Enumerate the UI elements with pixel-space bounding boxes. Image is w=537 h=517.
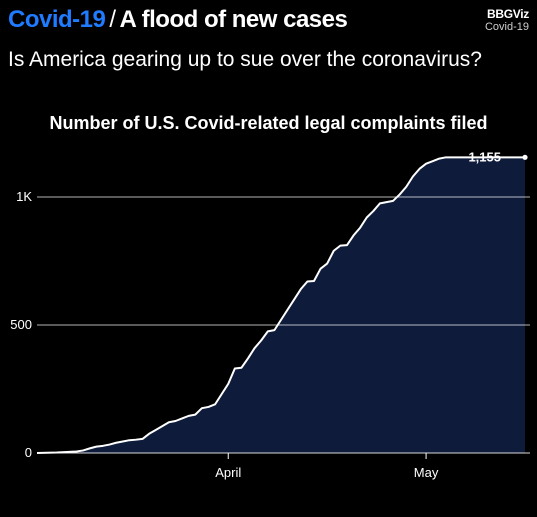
series-area	[37, 157, 525, 453]
x-tick-label-april: April	[215, 465, 241, 480]
end-point-marker	[522, 154, 528, 160]
brand-section: Covid-19	[484, 21, 529, 33]
y-tick-label-500: 500	[10, 317, 32, 332]
series-line	[36, 156, 525, 454]
y-tick-label-1k: 1K	[16, 189, 32, 204]
topic-label: Covid-19	[8, 6, 106, 33]
headline-title: A flood of new cases	[119, 6, 348, 33]
brand-name: BBGViz	[487, 7, 529, 21]
headline: Covid-19/A flood of new cases	[8, 6, 348, 34]
chart-title: Number of U.S. Covid-related legal compl…	[49, 113, 488, 133]
question-subtitle: Is America gearing up to sue over the co…	[8, 48, 482, 71]
y-tick-label-0: 0	[25, 445, 32, 460]
x-tick-label-may: May	[414, 465, 439, 480]
brand-mark: BBGViz Covid-19	[485, 8, 529, 34]
headline-separator: /	[109, 6, 116, 33]
end-value-label: 1,155	[468, 149, 501, 164]
